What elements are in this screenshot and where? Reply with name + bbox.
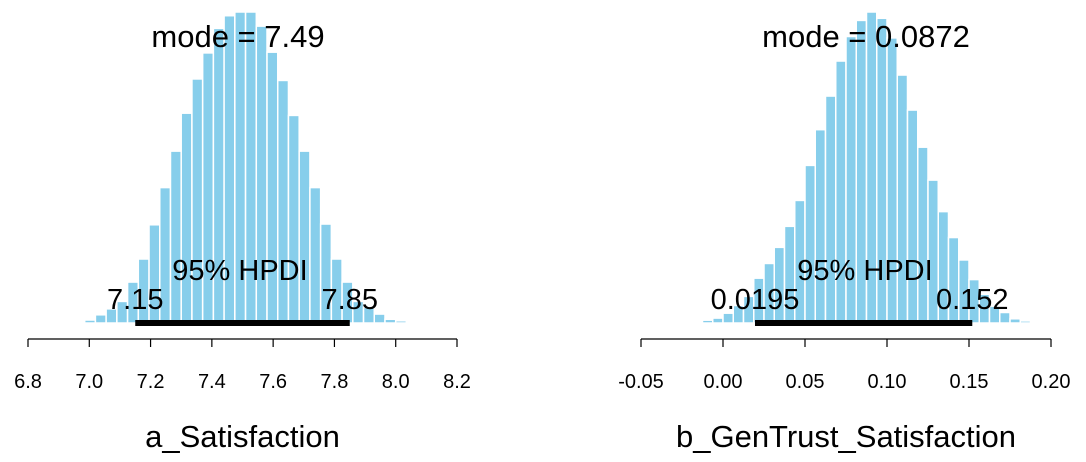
- hpdi-low-label: 7.15: [107, 284, 163, 316]
- histogram-bar: [1019, 320, 1032, 324]
- histogram-bar: [712, 317, 724, 324]
- histogram-bar: [1009, 318, 1021, 324]
- histogram-bar: [999, 311, 1011, 324]
- histogram-bar: [94, 314, 107, 324]
- x-tick-label: -0.05: [618, 371, 664, 393]
- histogram-bar: [701, 319, 714, 324]
- hpdi-label: 95% HPDI: [797, 255, 932, 287]
- histogram-bar: [814, 128, 827, 324]
- histogram-bar: [394, 320, 408, 324]
- mode-label: mode = 0.0872: [762, 19, 970, 54]
- x-tick-label: 7.0: [75, 371, 103, 393]
- histogram-bar: [384, 318, 397, 324]
- x-tick-label: 8.0: [382, 371, 410, 393]
- hpdi-label: 95% HPDI: [172, 255, 307, 287]
- histogram-bar: [906, 109, 919, 324]
- hpdi-high-label: 7.85: [322, 284, 378, 316]
- x-axis-label: a_Satisfaction: [145, 419, 340, 454]
- x-tick-label: 0.00: [704, 371, 743, 393]
- x-tick-label: 6.8: [14, 371, 42, 393]
- histogram-bar: [180, 112, 193, 324]
- x-tick-label: 0.05: [786, 371, 825, 393]
- hpdi-high-label: 0.152: [936, 284, 1009, 316]
- histogram-bar: [298, 150, 311, 324]
- x-tick-label: 7.6: [259, 371, 287, 393]
- x-tick-label: 0.15: [950, 371, 989, 393]
- histogram-bar: [287, 114, 300, 324]
- x-tick-label: 0.10: [868, 371, 907, 393]
- histogram-bar: [824, 95, 837, 324]
- x-tick-label: 7.8: [321, 371, 349, 393]
- histogram-bars: [83, 11, 418, 324]
- panel-b-gentrust-satisfaction: mode = 0.0872 95% HPDI 0.0195 0.152 -0.0…: [618, 11, 1070, 454]
- mode-label: mode = 7.49: [151, 19, 324, 54]
- x-axis-ticks: -0.05 0.00 0.05 0.10 0.15 0.20: [618, 339, 1070, 393]
- x-tick-label: 7.2: [137, 371, 165, 393]
- x-axis-ticks: 6.8 7.0 7.2 7.4 7.6 7.8 8.0 8.2: [14, 339, 471, 393]
- x-axis-label: b_GenTrust_Satisfaction: [676, 419, 1016, 454]
- x-tick-label: 7.4: [198, 371, 226, 393]
- x-tick-label: 0.20: [1032, 371, 1071, 393]
- panel-a-satisfaction: mode = 7.49 95% HPDI 7.15 7.85 6.8 7.0 7.2…: [14, 11, 471, 454]
- hpdi-low-label: 0.0195: [711, 284, 800, 316]
- histogram-bar: [169, 150, 182, 324]
- x-tick-label: 8.2: [443, 371, 471, 393]
- histogram-bar: [917, 146, 929, 324]
- histogram-bar: [309, 186, 322, 324]
- histogram-bar: [804, 164, 816, 324]
- histogram-bar: [83, 319, 97, 324]
- histogram-bar: [405, 320, 418, 324]
